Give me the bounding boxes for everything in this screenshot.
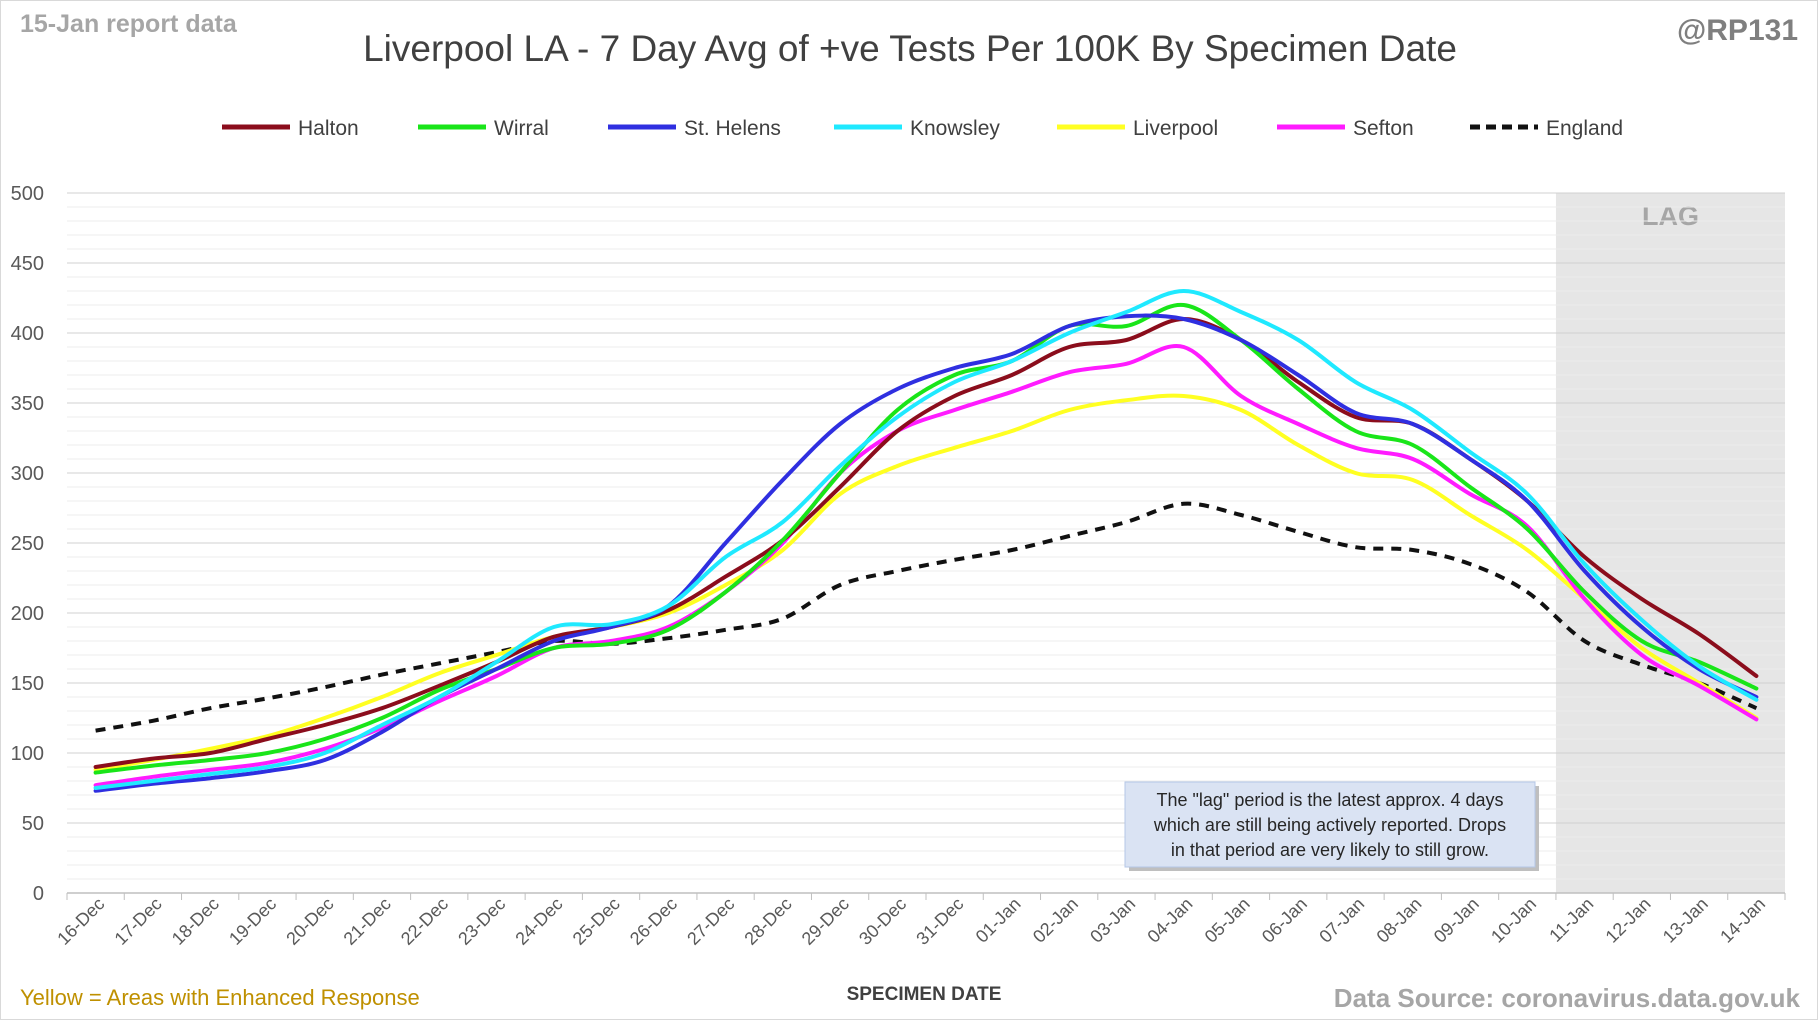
series-line-england bbox=[95, 501, 1758, 733]
x-tick-label: 07-Jan bbox=[1315, 894, 1368, 947]
lag-note-line: in that period are very likely to still … bbox=[1171, 840, 1489, 860]
legend-entry: Halton bbox=[298, 117, 359, 140]
x-tick-label: 03-Jan bbox=[1086, 894, 1139, 947]
legend-entry: Wirral bbox=[494, 117, 549, 140]
x-tick-label: 21-Dec bbox=[340, 894, 395, 949]
legend-entry: Liverpool bbox=[1133, 117, 1218, 140]
lag-note-line: The "lag" period is the latest approx. 4… bbox=[1157, 790, 1504, 810]
x-tick-label: 10-Jan bbox=[1487, 894, 1540, 947]
y-tick-label: 200 bbox=[11, 603, 44, 625]
legend-entry: England bbox=[1546, 117, 1623, 140]
x-tick-label: 20-Dec bbox=[282, 894, 337, 949]
x-tick-label: 02-Jan bbox=[1029, 894, 1082, 947]
x-tick-label: 08-Jan bbox=[1373, 894, 1426, 947]
y-tick-label: 100 bbox=[11, 743, 44, 765]
x-tick-label: 16-Dec bbox=[53, 894, 108, 949]
y-tick-label: 350 bbox=[11, 393, 44, 415]
y-tick-label: 150 bbox=[11, 673, 44, 695]
x-tick-label: 29-Dec bbox=[798, 894, 853, 949]
x-tick-label: 14-Jan bbox=[1716, 894, 1769, 947]
x-tick-label: 24-Dec bbox=[511, 894, 566, 949]
y-tick-label: 450 bbox=[11, 253, 44, 275]
legend-entry: Knowsley bbox=[910, 117, 1000, 140]
y-tick-label: 0 bbox=[33, 883, 44, 905]
x-tick-label: 23-Dec bbox=[454, 894, 509, 949]
chart-title: Liverpool LA - 7 Day Avg of +ve Tests Pe… bbox=[363, 28, 1457, 69]
report-date-label: 15-Jan report data bbox=[20, 10, 237, 38]
lag-note-box bbox=[1124, 781, 1536, 868]
x-tick-label: 26-Dec bbox=[626, 894, 681, 949]
y-tick-label: 300 bbox=[11, 463, 44, 485]
lag-label: LAG bbox=[1642, 201, 1699, 231]
x-tick-label: 06-Jan bbox=[1258, 894, 1311, 947]
series-line-liverpool bbox=[93, 393, 1759, 772]
x-tick-label: 31-Dec bbox=[912, 894, 967, 949]
x-tick-label: 01-Jan bbox=[972, 894, 1025, 947]
y-tick-label: 50 bbox=[22, 813, 44, 835]
author-handle: @RP131 bbox=[1677, 14, 1798, 47]
x-tick-label: 25-Dec bbox=[569, 894, 624, 949]
x-tick-label: 13-Jan bbox=[1659, 894, 1712, 947]
series-line-knowsley bbox=[93, 289, 1759, 790]
x-tick-label: 09-Jan bbox=[1430, 894, 1483, 947]
x-tick-label: 04-Jan bbox=[1143, 894, 1196, 947]
legend-entry: St. Helens bbox=[684, 117, 781, 140]
lag-note-line: which are still being actively reported.… bbox=[1153, 815, 1506, 835]
x-tick-label: 18-Dec bbox=[168, 894, 223, 949]
y-tick-label: 250 bbox=[11, 533, 44, 555]
data-source-label: Data Source: coronavirus.data.gov.uk bbox=[1333, 983, 1800, 1013]
x-tick-label: 30-Dec bbox=[855, 894, 910, 949]
x-axis-title: SPECIMEN DATE bbox=[847, 984, 1002, 1005]
x-tick-label: 11-Jan bbox=[1545, 894, 1597, 946]
x-tick-label: 28-Dec bbox=[740, 894, 795, 949]
series-line-st-helens bbox=[93, 313, 1759, 793]
x-tick-label: 22-Dec bbox=[397, 894, 452, 949]
y-tick-label: 500 bbox=[11, 183, 44, 205]
legend-entry: Sefton bbox=[1353, 117, 1414, 140]
series-line-wirral bbox=[93, 302, 1759, 775]
x-tick-label: 05-Jan bbox=[1201, 894, 1254, 947]
enhanced-response-note: Yellow = Areas with Enhanced Response bbox=[20, 985, 420, 1010]
x-tick-label: 27-Dec bbox=[683, 894, 738, 949]
x-tick-label: 17-Dec bbox=[111, 894, 166, 949]
y-tick-label: 400 bbox=[11, 323, 44, 345]
x-tick-label: 19-Dec bbox=[225, 894, 280, 949]
x-tick-label: 12-Jan bbox=[1602, 894, 1655, 947]
